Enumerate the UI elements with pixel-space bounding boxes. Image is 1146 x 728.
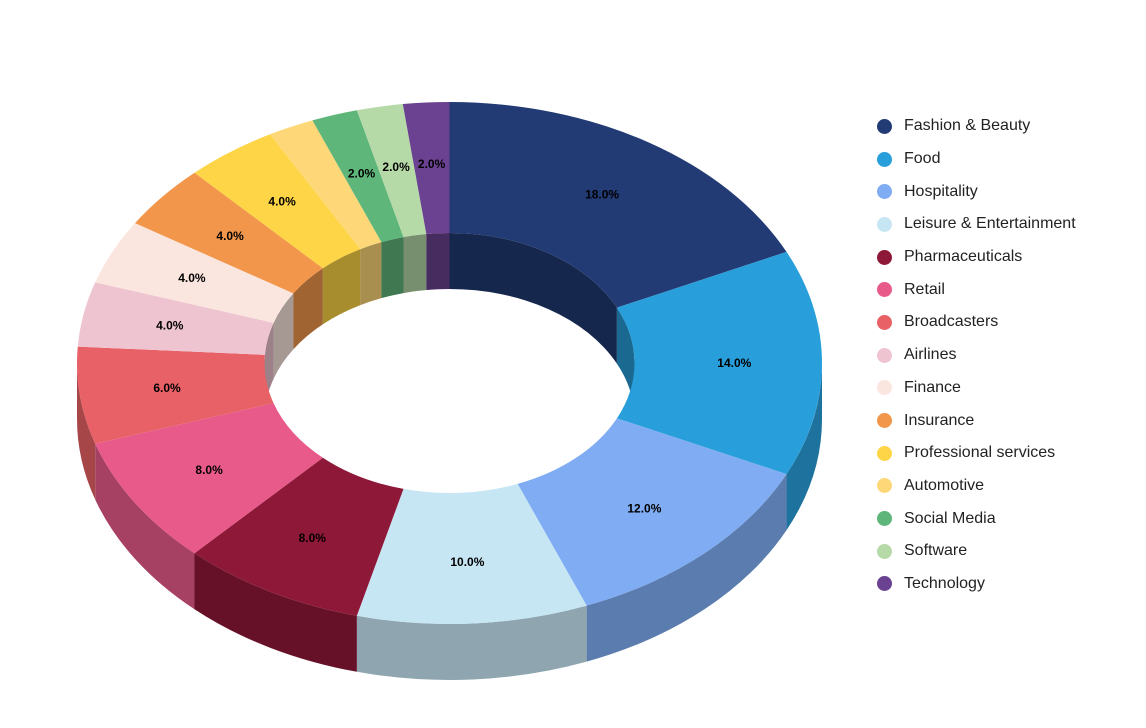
slice-label-software: 2.0% [382,160,410,174]
slice-inner-wall-social-media-2 [381,237,404,299]
legend-swatch-retail [877,282,892,298]
legend-item-social-media[interactable]: Social Media [877,502,1142,535]
legend-item-airlines[interactable]: Airlines [877,339,1142,372]
slice-inner-wall-automotive-2 [360,242,382,306]
legend-item-automotive[interactable]: Automotive [877,470,1142,503]
slices [77,102,823,624]
legend-item-professional-services[interactable]: Professional services [877,437,1142,470]
slice-inner-wall-insurance-2 [293,268,323,350]
legend-swatch-fashion-and-beauty [877,118,892,134]
legend-swatch-professional-services [877,445,892,461]
slice-inner-wall-fashion-and-beauty [449,233,617,364]
slice-label-insurance: 4.0% [216,229,244,243]
legend-label-fashion-and-beauty: Fashion & Beauty [904,117,1031,135]
legend-item-pharmaceuticals[interactable]: Pharmaceuticals [877,241,1142,274]
legend-label-software: Software [904,542,968,560]
slice-label-leisure-and-entertainment: 10.0% [450,555,484,569]
legend-label-technology: Technology [904,574,985,592]
legend-label-broadcasters: Broadcasters [904,313,999,331]
legend-label-hospitality: Hospitality [904,182,978,200]
legend-swatch-pharmaceuticals [877,249,892,265]
slice-label-social-media: 2.0% [348,166,376,180]
legend: Fashion & Beauty Food Hospitality Leisure &… [877,110,1142,600]
slice-label-retail: 8.0% [195,463,223,477]
legend-swatch-hospitality [877,184,892,200]
legend-swatch-technology [877,576,892,592]
slice-label-food: 14.0% [717,356,751,370]
slice-side-food [786,363,822,531]
legend-swatch-leisure-and-entertainment [877,216,892,232]
legend-label-leisure-and-entertainment: Leisure & Entertainment [904,215,1076,233]
slice-side-leisure-and-entertainment [356,605,587,680]
legend-swatch-broadcasters [877,314,892,330]
legend-label-finance: Finance [904,378,961,396]
slice-retail [95,403,323,554]
slice-label-fashion-and-beauty: 18.0% [585,188,619,202]
slice-sides [77,363,822,680]
slice-side-hospitality [586,474,787,662]
legend-label-retail: Retail [904,280,945,298]
slice-automotive [270,120,382,250]
legend-swatch-software [877,543,892,559]
legend-item-broadcasters[interactable]: Broadcasters [877,306,1142,339]
slice-side-pharmaceuticals [194,553,357,672]
slice-software [356,104,427,238]
slice-fashion-and-beauty [449,102,787,308]
legend-swatch-social-media [877,511,892,527]
legend-swatch-finance [877,380,892,396]
legend-item-hospitality[interactable]: Hospitality [877,175,1142,208]
slice-airlines [77,282,274,355]
legend-item-finance[interactable]: Finance [877,372,1142,405]
slice-inner-wall-food [616,307,635,419]
slice-side-retail [95,443,195,610]
slice-inner-wall-software-2 [403,234,427,294]
slice-broadcasters [77,346,274,444]
slice-hospitality [517,418,787,606]
slice-food [616,251,823,475]
slice-social-media [312,110,404,243]
slice-label-professional-services: 4.0% [268,195,296,209]
legend-label-insurance: Insurance [904,411,975,429]
slice-label-hospitality: 12.0% [627,501,661,515]
legend-label-airlines: Airlines [904,346,957,364]
legend-label-pharmaceuticals: Pharmaceuticals [904,248,1023,266]
legend-item-food[interactable]: Food [877,143,1142,176]
slice-inner-walls [264,233,635,419]
slice-leisure-and-entertainment [356,483,587,624]
legend-swatch-food [877,151,892,167]
legend-label-automotive: Automotive [904,476,985,494]
legend-item-technology[interactable]: Technology [877,568,1142,601]
legend-item-fashion-and-beauty[interactable]: Fashion & Beauty [877,110,1142,143]
slice-label-finance: 4.0% [178,271,206,285]
slice-side-broadcasters [77,363,96,500]
legend-item-insurance[interactable]: Insurance [877,404,1142,437]
slice-inner-wall-technology-2 [426,233,450,291]
slice-labels: 18.0% 14.0% 12.0% 10.0% 8.0% 8.0% 6.0% 4.0% 4.0%… [153,157,751,569]
slice-insurance [134,172,323,294]
legend-label-social-media: Social Media [904,509,996,527]
legend-swatch-insurance [877,413,892,429]
slice-pharmaceuticals [194,457,404,616]
slice-technology [402,102,450,235]
legend-swatch-automotive [877,478,892,494]
slice-finance [95,223,294,323]
legend-item-software[interactable]: Software [877,535,1142,568]
slice-professional-services [194,134,361,269]
slice-label-pharmaceuticals: 8.0% [299,531,327,545]
slice-label-broadcasters: 6.0% [153,381,181,395]
legend-item-retail[interactable]: Retail [877,273,1142,306]
slice-label-technology: 2.0% [418,157,446,171]
slice-inner-wall-professional-services-2 [322,249,361,325]
legend-item-leisure-and-entertainment[interactable]: Leisure & Entertainment [877,208,1142,241]
legend-swatch-airlines [877,347,892,363]
legend-label-food: Food [904,150,941,168]
legend-label-professional-services: Professional services [904,444,1056,462]
slice-label-airlines: 4.0% [156,319,184,333]
donut-plot: 18.0% 14.0% 12.0% 10.0% 8.0% 8.0% 6.0% 4.0% 4.0%… [77,102,823,680]
slice-inner-wall-finance-2 [273,293,294,379]
